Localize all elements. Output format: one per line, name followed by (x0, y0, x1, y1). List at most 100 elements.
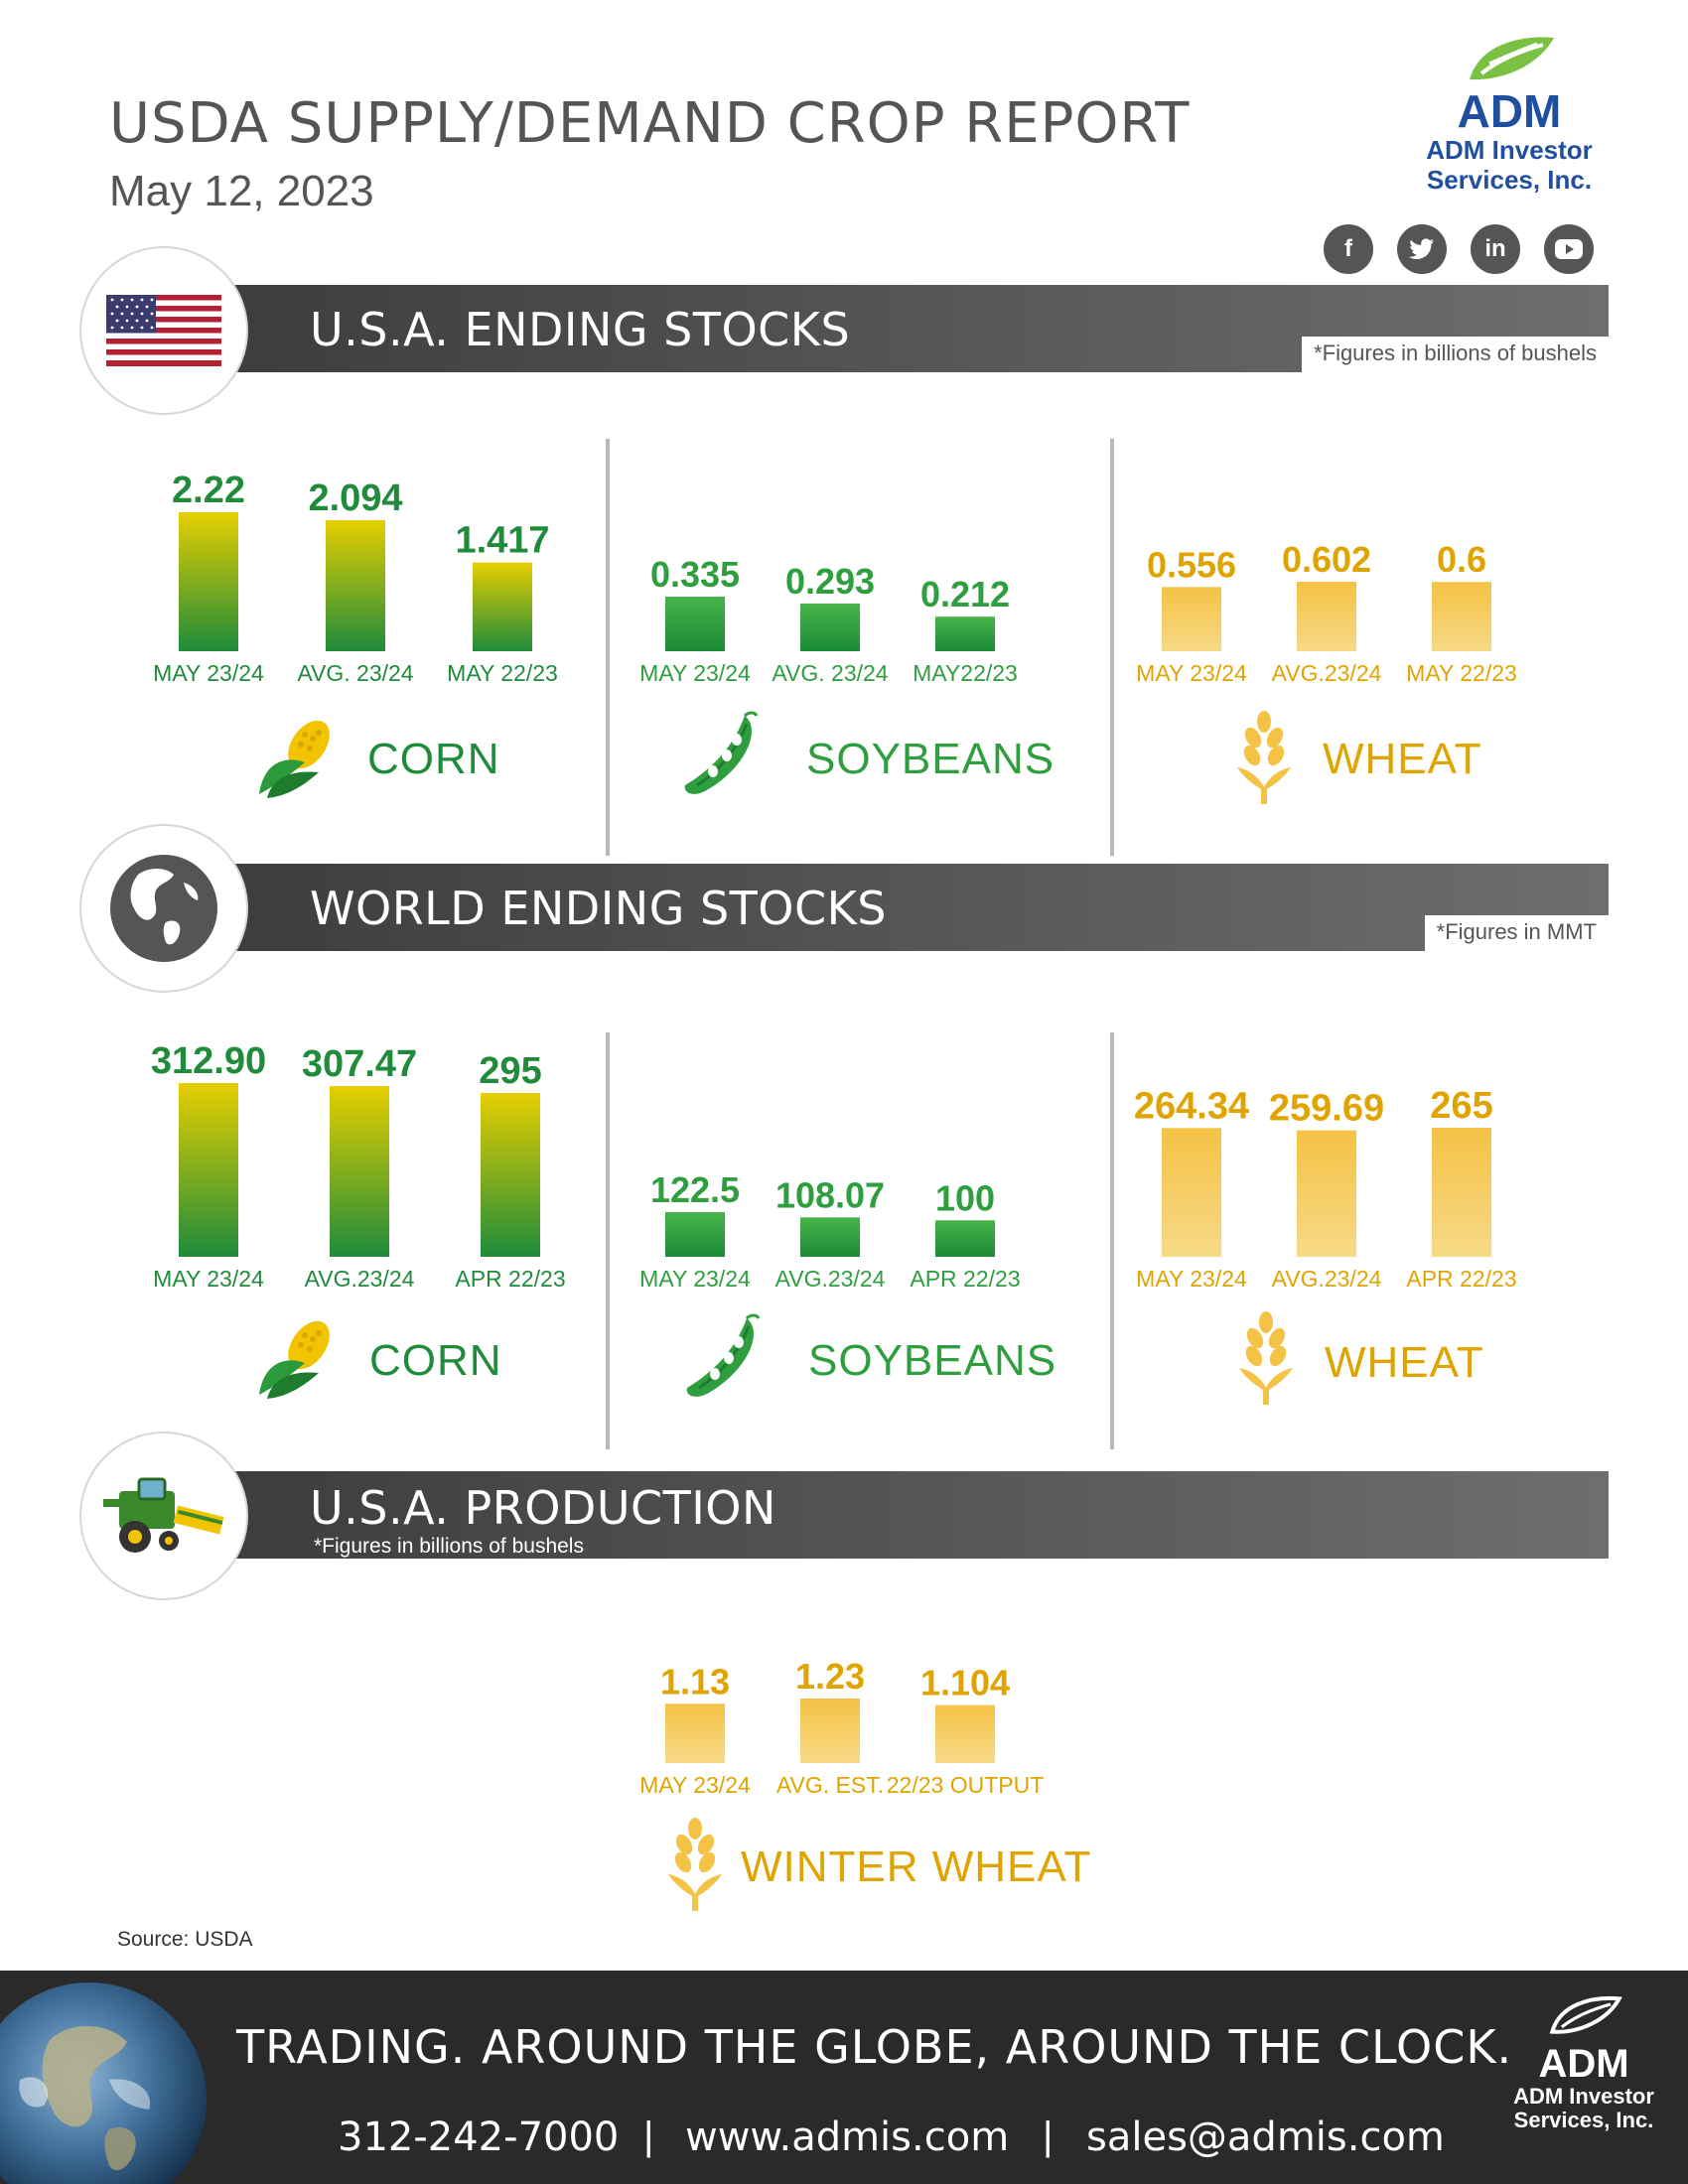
value-label-2: 2.094 (308, 478, 402, 519)
value-label-3: 265 (1430, 1085, 1492, 1127)
world-ending-stocks-band: WORLD ENDING STOCKS *Figures in MMT (199, 864, 1609, 951)
globe-medallion (79, 824, 248, 993)
footer-phone[interactable]: 312-242-7000 (338, 2115, 620, 2160)
usa-flag-medallion (79, 246, 248, 415)
us-corn-chart: 2.22 MAY 23/24 2.094 AVG. 23/24 1.417 MAY 22/… (153, 470, 558, 686)
bar-1 (665, 1212, 725, 1257)
value-label-3: 0.6 (1437, 539, 1486, 580)
category-label-3: APR 22/23 (1406, 1266, 1516, 1292)
crop-label-corn: CORN (367, 735, 500, 783)
category-label-3: 22/23 OUTPUT (887, 1772, 1045, 1798)
us-production-band: U.S.A. PRODUCTION *Figures in billions o… (199, 1471, 1609, 1559)
world-corn-chart: 312.90 MAY 23/24 307.47 AVG.23/24 295 APR 22/… (151, 1040, 566, 1292)
value-label-2: 1.23 (795, 1656, 865, 1697)
category-label-1: MAY 23/24 (153, 1266, 264, 1292)
footer-website-link[interactable]: www.admis.com (685, 2115, 1010, 2160)
linkedin-icon[interactable]: in (1471, 224, 1520, 274)
value-label-3: 1.417 (455, 520, 549, 562)
wheat-icon (660, 1817, 730, 1917)
bar-1 (1162, 587, 1221, 651)
bar-3 (473, 562, 532, 651)
value-label-2: 307.47 (302, 1043, 417, 1085)
section-title: U.S.A. PRODUCTION (310, 1481, 776, 1535)
bar-3 (1432, 582, 1491, 651)
category-label-1: MAY 23/24 (639, 660, 751, 686)
bar-1 (179, 512, 238, 651)
column-divider (606, 1032, 610, 1449)
footer-brand-sub-1: ADM Investor (1513, 2084, 1654, 2109)
soybean-pod-icon (675, 710, 765, 806)
category-label-3: APR 22/23 (455, 1266, 565, 1292)
category-label-3: MAY 22/23 (447, 660, 558, 686)
column-divider (1110, 1032, 1114, 1449)
footer-brand-name: ADM (1538, 2042, 1629, 2086)
usa-flag-icon (106, 295, 221, 366)
section-note: *Figures in MMT (1424, 915, 1609, 951)
crop-label-soybeans: SOYBEANS (808, 1336, 1057, 1385)
brand-sub-2: Services, Inc. (1426, 165, 1593, 195)
value-label-3: 295 (479, 1050, 541, 1092)
combine-harvester-medallion (79, 1432, 248, 1600)
globe-icon (110, 855, 217, 962)
value-label-1: 0.556 (1147, 544, 1236, 585)
bar-2 (800, 603, 860, 651)
adm-leaf-icon (1549, 1995, 1622, 2034)
footer-adm-logo[interactable]: ADM ADM Investor Services, Inc. (1489, 1992, 1678, 2132)
us-wheat-chart: 0.556 MAY 23/24 0.602 AVG.23/24 0.6 MAY 22/23 (1136, 539, 1517, 686)
crop-label-wheat: WHEAT (1323, 735, 1482, 783)
footer-email-link[interactable]: sales@admis.com (1086, 2115, 1445, 2160)
footer-tagline: TRADING. AROUND THE GLOBE, AROUND THE CL… (236, 2020, 1513, 2074)
twitter-icon[interactable] (1397, 224, 1447, 274)
soybean-pod-icon (677, 1312, 767, 1409)
facebook-icon[interactable]: f (1324, 224, 1373, 274)
category-label-2: AVG. 23/24 (297, 660, 413, 686)
category-label-3: MAY22/23 (913, 660, 1018, 686)
value-label-1: 264.34 (1134, 1085, 1249, 1127)
bar-1 (665, 597, 725, 651)
value-label-3: 1.104 (920, 1663, 1010, 1704)
us-ending-stocks-band: U.S.A. ENDING STOCKS *Figures in billion… (199, 285, 1609, 372)
section-title: WORLD ENDING STOCKS (310, 882, 887, 935)
world-wheat-chart: 264.34 MAY 23/24 259.69 AVG.23/24 265 APR 22/… (1134, 1085, 1517, 1292)
world-soybeans-chart: 122.5 MAY 23/24 108.07 AVG.23/24 100 APR 22/2… (639, 1169, 1020, 1292)
bar-2 (800, 1217, 860, 1257)
bar-2 (800, 1699, 860, 1763)
youtube-icon[interactable] (1544, 224, 1594, 274)
value-label-1: 0.335 (650, 554, 740, 595)
bar-1 (665, 1704, 725, 1763)
bar-1 (179, 1083, 238, 1257)
brand-sub-1: ADM Investor (1426, 135, 1593, 165)
crop-label-corn: CORN (369, 1336, 502, 1385)
value-label-1: 312.90 (151, 1040, 266, 1082)
corn-icon (253, 715, 339, 805)
section-title: U.S.A. ENDING STOCKS (310, 303, 851, 356)
crop-label-winter-wheat: WINTER WHEAT (741, 1843, 1092, 1891)
wheat-icon (1229, 710, 1299, 810)
wheat-icon (1231, 1310, 1301, 1411)
bar-2 (1297, 582, 1356, 651)
adm-logo[interactable]: ADM ADM Investor Services, Inc. (1410, 30, 1609, 195)
value-label-2: 259.69 (1269, 1088, 1384, 1130)
category-label-2: AVG. EST. (776, 1772, 884, 1798)
value-label-2: 0.293 (785, 561, 875, 602)
category-label-2: AVG.23/24 (1272, 660, 1382, 686)
value-label-1: 2.22 (172, 470, 245, 511)
category-label-2: AVG.23/24 (1272, 1266, 1382, 1292)
section-note: *Figures in billions of bushels (1302, 337, 1609, 372)
us-soybeans-chart: 0.335 MAY 23/24 0.293 AVG. 23/24 0.212 MAY22/… (639, 554, 1018, 686)
crop-label-wheat: WHEAT (1325, 1338, 1484, 1387)
footer-separator: | (643, 2115, 654, 2158)
footer-brand-sub-2: Services, Inc. (1513, 2108, 1654, 2132)
report-date: May 12, 2023 (109, 167, 374, 215)
category-label-3: APR 22/23 (910, 1266, 1020, 1292)
category-label-3: MAY 22/23 (1406, 660, 1517, 686)
footer-separator: | (1043, 2115, 1054, 2158)
section-note: *Figures in billions of bushels (314, 1535, 584, 1558)
bar-2 (330, 1086, 389, 1257)
bar-2 (1297, 1130, 1356, 1257)
value-label-3: 0.212 (920, 574, 1010, 614)
category-label-2: AVG. 23/24 (772, 660, 888, 686)
value-label-1: 1.13 (660, 1661, 730, 1702)
bar-3 (935, 1220, 995, 1257)
value-label-2: 0.602 (1282, 539, 1371, 580)
